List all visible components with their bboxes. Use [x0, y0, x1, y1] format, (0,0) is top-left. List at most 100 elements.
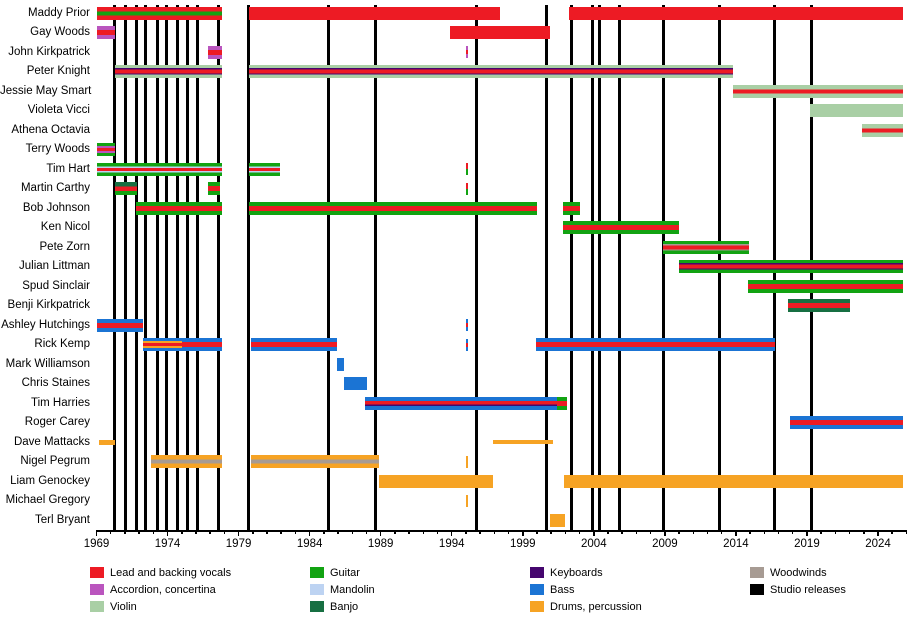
member-bar	[465, 319, 469, 331]
studio-release-line	[247, 5, 251, 530]
member-bar	[747, 279, 903, 293]
studio-release-line	[598, 5, 602, 530]
axis-minor-tick	[820, 530, 822, 534]
axis-minor-tick	[351, 530, 353, 534]
legend-swatch-keyboards	[530, 567, 544, 578]
axis-tick-label: 2004	[581, 538, 607, 550]
member-label: Tim Hart	[46, 162, 90, 175]
studio-release-line	[618, 5, 622, 530]
member-bar	[96, 143, 115, 156]
member-label: Chris Staines	[21, 377, 90, 389]
axis-minor-tick	[777, 530, 780, 534]
member-bar	[465, 46, 469, 58]
axis-minor-tick	[109, 530, 112, 534]
member-label: Rick Kemp	[34, 338, 90, 350]
studio-release-line	[165, 5, 169, 530]
axis-minor-tick	[493, 530, 496, 534]
member-label: Jessie May Smart	[0, 84, 92, 97]
axis-major-tick	[95, 530, 98, 536]
axis-major-tick	[664, 530, 666, 536]
legend-swatch-banjo	[310, 601, 324, 612]
axis-minor-tick	[422, 530, 425, 534]
legend-label-accordion: Accordion, concertina	[110, 584, 216, 596]
legend-label-keyboards: Keyboards	[550, 567, 603, 579]
axis-tick-label: 2019	[794, 538, 820, 550]
axis-tick-label: 1984	[296, 538, 323, 550]
axis-minor-tick	[181, 530, 183, 534]
studio-release-line	[155, 5, 159, 530]
member-bar	[249, 162, 280, 176]
member-bar	[249, 6, 501, 20]
axis-minor-tick	[692, 530, 695, 534]
member-bar	[465, 338, 469, 351]
legend-swatch-accordion	[90, 584, 104, 595]
axis-minor-tick	[266, 530, 268, 534]
legend-label-guitar: Guitar	[330, 567, 360, 579]
axis-tick-label: 1974	[154, 538, 181, 550]
axis-tick-label: 1969	[83, 538, 110, 550]
axis-minor-tick	[564, 530, 567, 534]
studio-release-line	[196, 5, 200, 530]
legend-label-mandolin: Mandolin	[330, 584, 375, 596]
member-bar	[550, 513, 566, 527]
legend-swatch-drums	[530, 601, 544, 612]
legend-swatch-releases	[750, 584, 764, 595]
studio-release-line	[327, 5, 331, 530]
axis-minor-tick	[578, 530, 581, 534]
member-label: Ashley Hutchings	[1, 318, 90, 331]
axis-minor-tick	[891, 530, 893, 534]
member-bar	[208, 182, 221, 195]
member-bar	[378, 474, 493, 488]
axis-minor-tick	[706, 530, 709, 534]
axis-minor-tick	[863, 530, 865, 534]
studio-release-line	[545, 5, 549, 530]
member-bar	[449, 26, 550, 39]
axis-minor-tick	[337, 530, 339, 534]
member-bar	[492, 440, 553, 444]
member-label: Bob Johnson	[22, 201, 90, 214]
member-bar	[251, 455, 380, 468]
member-bar	[96, 26, 115, 39]
member-bar	[556, 396, 567, 410]
studio-release-line	[474, 5, 478, 530]
member-bar	[114, 182, 137, 195]
studio-release-line	[134, 5, 138, 530]
axis-minor-tick	[749, 530, 751, 534]
studio-release-line	[591, 5, 595, 530]
member-label: Dave Mattacks	[13, 435, 90, 448]
studio-release-line	[217, 5, 221, 530]
legend-swatch-woodwinds	[750, 567, 764, 578]
axis-tick-label: 1989	[367, 538, 394, 550]
axis-minor-tick	[791, 530, 794, 534]
member-bar	[563, 221, 680, 234]
member-bar	[251, 338, 338, 351]
axis-major-tick	[806, 530, 808, 536]
studio-release-line	[570, 5, 574, 530]
member-bar	[562, 201, 580, 215]
axis-minor-tick	[195, 530, 197, 534]
member-bar	[365, 396, 557, 410]
axis-major-tick	[379, 530, 382, 536]
studio-release-line	[113, 5, 117, 530]
member-bar	[96, 162, 222, 176]
member-bar	[733, 84, 903, 98]
axis-major-tick	[166, 530, 169, 536]
studio-release-line	[374, 5, 378, 530]
studio-release-line	[123, 5, 127, 530]
member-label: Roger Carey	[24, 416, 90, 428]
studio-release-line	[144, 5, 148, 530]
axis-tick-label: 1994	[438, 538, 465, 550]
axis-major-tick	[735, 530, 737, 536]
legend-swatch-bass	[530, 584, 544, 595]
axis-minor-tick	[621, 530, 623, 534]
axis-tick-label: 2009	[652, 538, 678, 550]
member-label: Tim Harries	[31, 396, 90, 409]
legend-swatch-vocals	[90, 567, 104, 578]
legend-label-releases: Studio releases	[770, 584, 846, 596]
legend-label-bass: Bass	[550, 584, 575, 596]
axis-minor-tick	[635, 530, 638, 534]
member-bar	[465, 494, 469, 507]
legend-label-drums: Drums, percussion	[550, 601, 642, 613]
member-label: Terry Woods	[25, 143, 90, 155]
member-bar	[465, 182, 469, 195]
